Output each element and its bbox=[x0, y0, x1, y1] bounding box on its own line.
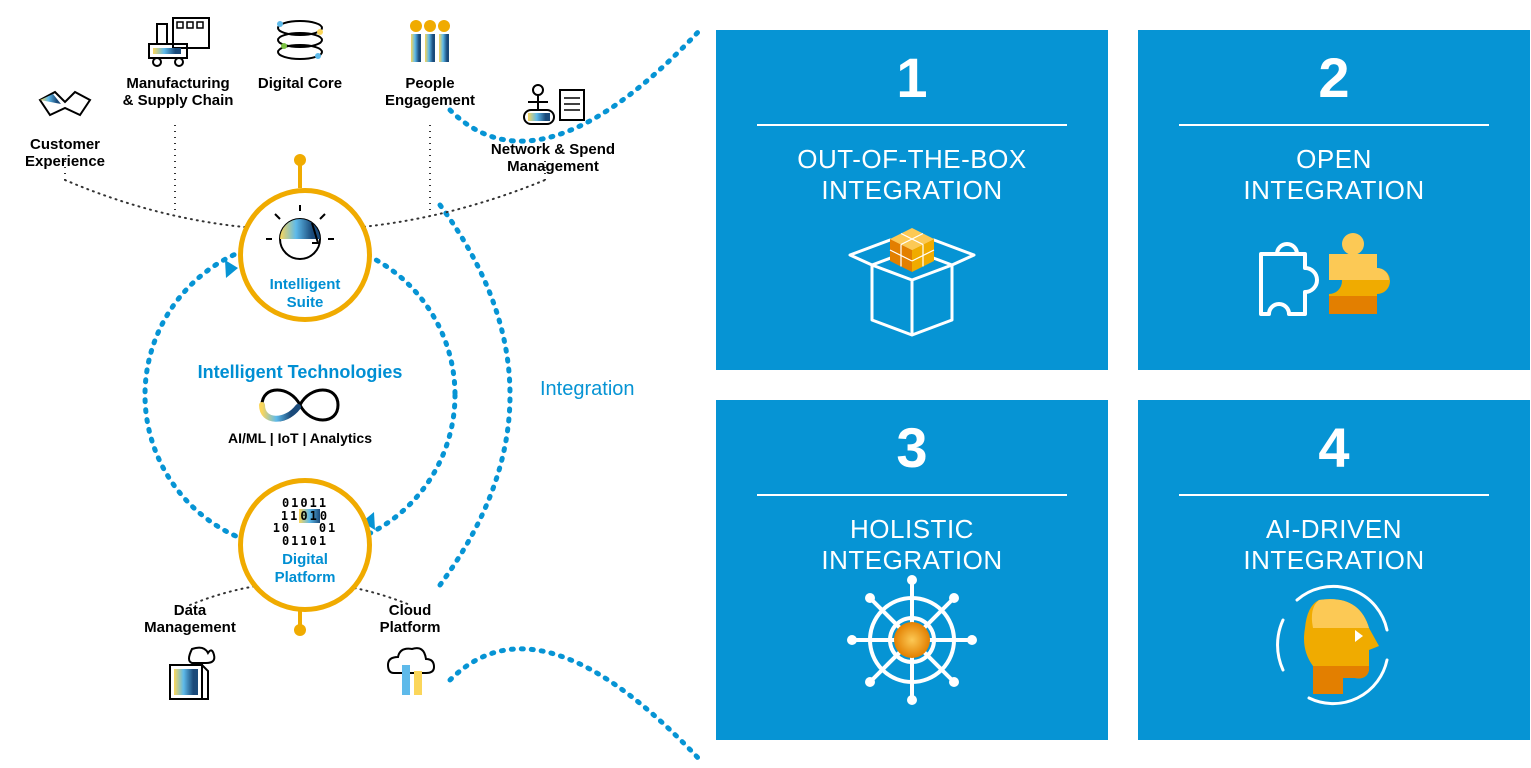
sat-network-spend: Network & SpendManagement bbox=[488, 80, 618, 176]
card-title: OUT-OF-THE-BOXINTEGRATION bbox=[716, 144, 1108, 206]
card-open-integration: 2 OPENINTEGRATION bbox=[1138, 30, 1530, 370]
card-out-of-box: 1 OUT-OF-THE-BOXINTEGRATION bbox=[716, 30, 1108, 370]
sat-label: PeopleEngagement bbox=[385, 75, 475, 109]
card-divider bbox=[1179, 124, 1489, 126]
head-idea-icon bbox=[243, 197, 357, 277]
integration-label: Integration bbox=[540, 378, 635, 401]
card-title: HOLISTICINTEGRATION bbox=[716, 514, 1108, 576]
network-icon bbox=[518, 80, 588, 135]
cloud-icon bbox=[380, 643, 440, 703]
intelligent-suite-node: IntelligentSuite bbox=[238, 188, 372, 322]
sat-cloud-platform: CloudPlatform bbox=[360, 602, 460, 709]
sat-people: PeopleEngagement bbox=[375, 14, 485, 110]
card-divider bbox=[757, 494, 1067, 496]
ship-wheel-icon bbox=[842, 570, 982, 710]
card-number: 2 bbox=[1138, 50, 1530, 106]
factory-icon bbox=[143, 14, 213, 69]
intelligent-tech-sub: AI/ML | IoT | Analytics bbox=[180, 430, 420, 446]
sat-label: CustomerExperience bbox=[25, 136, 105, 170]
card-number: 4 bbox=[1138, 420, 1530, 476]
sat-customer-experience: CustomerExperience bbox=[10, 80, 120, 171]
sat-manufacturing: Manufacturing& Supply Chain bbox=[118, 14, 238, 110]
data-icon bbox=[162, 643, 218, 703]
cards-grid: 1 OUT-OF-THE-BOXINTEGRATION bbox=[716, 30, 1530, 740]
card-title: AI-DRIVENINTEGRATION bbox=[1138, 514, 1530, 576]
card-divider bbox=[1179, 494, 1489, 496]
box-icon bbox=[842, 210, 982, 340]
architecture-diagram: IntelligentSuite 01011 11010 10 01 01101… bbox=[0, 0, 700, 768]
intelligent-tech-label: Intelligent Technologies bbox=[180, 362, 420, 384]
platform-label: DigitalPlatform bbox=[243, 551, 367, 587]
ai-head-icon bbox=[1259, 570, 1409, 710]
card-holistic: 3 HOLISTICINTEGRATION bbox=[716, 400, 1108, 740]
sat-data-mgmt: DataManagement bbox=[140, 602, 240, 709]
card-number: 1 bbox=[716, 50, 1108, 106]
puzzle-icon bbox=[1249, 230, 1419, 340]
sat-label: Network & SpendManagement bbox=[491, 141, 615, 175]
spiral-icon bbox=[270, 14, 330, 69]
people-icon bbox=[400, 14, 460, 69]
sat-digital-core: Digital Core bbox=[255, 14, 345, 92]
card-title: OPENINTEGRATION bbox=[1138, 144, 1530, 206]
card-divider bbox=[757, 124, 1067, 126]
sat-label: DataManagement bbox=[144, 602, 236, 636]
sat-label: Manufacturing& Supply Chain bbox=[123, 75, 234, 109]
suite-label: IntelligentSuite bbox=[243, 276, 367, 312]
handshake-icon bbox=[35, 80, 95, 130]
digital-platform-node: 01011 11010 10 01 01101 DigitalPlatform bbox=[238, 478, 372, 612]
card-number: 3 bbox=[716, 420, 1108, 476]
sat-label: CloudPlatform bbox=[380, 602, 441, 636]
card-ai-driven: 4 AI-DRIVENINTEGRATION bbox=[1138, 400, 1530, 740]
sat-label: Digital Core bbox=[258, 75, 342, 92]
